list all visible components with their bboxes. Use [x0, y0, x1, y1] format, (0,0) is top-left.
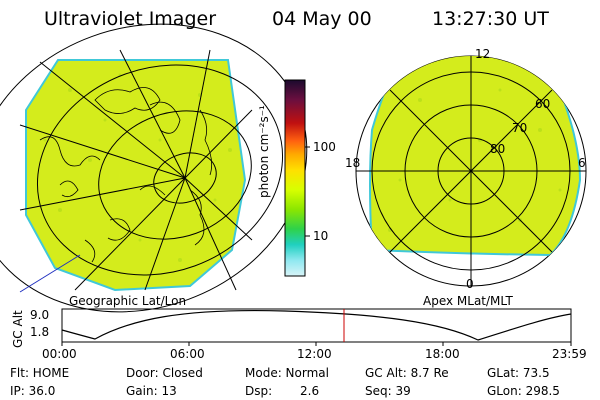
altitude-ytick-top: 9.0 [30, 308, 50, 322]
mlt-label-12: 12 [475, 47, 491, 61]
time-label: 13:27:30 UT [432, 8, 549, 30]
status-glat: GLat: 73.5 [487, 366, 550, 380]
magnetic-caption: Apex MLat/MLT [423, 294, 513, 308]
mlat-label-80: 80 [490, 142, 506, 156]
altitude-xtick-1800: 18:00 [425, 347, 460, 361]
altitude-xtick-2359: 23:59 [552, 347, 587, 361]
status-flight: Flt: HOME [10, 366, 70, 380]
altitude-xtick-0600: 06:00 [170, 347, 205, 361]
magnetic-grid [356, 56, 586, 286]
altitude-xtick-1200: 12:00 [297, 347, 332, 361]
mlat-label-70: 70 [512, 121, 528, 135]
altitude-xtick-0000: 00:00 [42, 347, 77, 361]
status-ip: IP: 36.0 [10, 384, 56, 398]
colorbar-scale [284, 79, 306, 277]
colorbar-label-100: 100 [313, 140, 336, 154]
magnetic-emission-image [369, 56, 582, 257]
geographic-emission-image [25, 59, 247, 292]
terminator-line [19, 254, 81, 293]
date-label: 04 May 00 [272, 8, 372, 30]
magnetic-map [355, 55, 587, 287]
mlt-label-6: 6 [578, 156, 586, 170]
geographic-caption: Geographic Lat/Lon [69, 294, 187, 308]
altitude-ylabel: GC Alt [11, 310, 25, 348]
mlat-label-60: 60 [535, 97, 551, 111]
altitude-plot-frame [61, 308, 572, 343]
instrument-title: Ultraviolet Imager [44, 8, 217, 30]
status-gain: Gain: 13 [126, 384, 177, 398]
status-glon: GLon: 298.5 [487, 384, 560, 398]
status-dsp-value: 2.6 [300, 384, 320, 398]
status-door: Door: Closed [126, 366, 203, 380]
status-gc-altitude: GC Alt: 8.7 Re [365, 366, 449, 380]
colorbar-unit-label: photon cm⁻²s⁻¹ [257, 105, 271, 198]
colorbar [284, 79, 310, 277]
altitude-plot [61, 308, 572, 346]
mlt-label-18: 18 [345, 156, 361, 170]
colorbar-label-10: 10 [313, 229, 329, 243]
status-mode: Mode: Normal [245, 366, 329, 380]
coastlines [39, 87, 213, 263]
mlt-label-0: 0 [466, 277, 474, 291]
status-dsp-label: Dsp: [245, 384, 273, 398]
status-sequence: Seq: 39 [365, 384, 411, 398]
altitude-ytick-bottom: 1.8 [30, 325, 50, 339]
altitude-curve [61, 309, 572, 341]
